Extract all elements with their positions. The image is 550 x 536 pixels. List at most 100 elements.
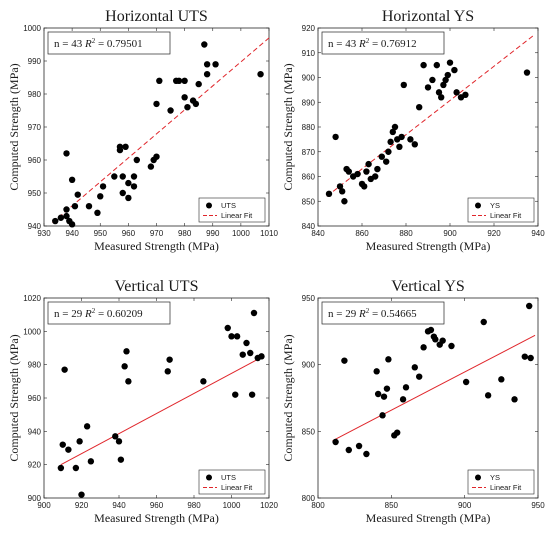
data-point (387, 138, 394, 146)
y-tick-label: 960 (28, 156, 42, 165)
data-point (203, 71, 211, 78)
data-point (119, 189, 126, 197)
y-tick-label: 850 (302, 197, 316, 206)
legend-label-points: YS (490, 473, 500, 482)
chart-panel-3: Vertical UTS 900 920 940 960 980 1000 1020 900 92… (7, 278, 278, 525)
chart-title: Horizontal YS (382, 8, 474, 25)
data-point (63, 212, 70, 220)
linear-fit-line (60, 355, 264, 466)
data-point (385, 356, 392, 363)
y-tick-label: 1020 (23, 294, 41, 303)
legend-label-points: UTS (221, 201, 236, 210)
data-point (374, 165, 381, 173)
data-point (429, 76, 436, 84)
y-tick-label: 960 (28, 394, 42, 403)
y-axis-label: Computed Strength (MPa) (281, 334, 295, 461)
data-point (125, 378, 132, 385)
stats-text: n = 29 R2 = 0.60209 (54, 307, 143, 320)
data-point (444, 71, 451, 79)
data-point (355, 442, 363, 450)
plot-area (43, 297, 270, 499)
data-point (123, 348, 130, 355)
x-tick-label: 850 (385, 501, 399, 510)
data-point (119, 173, 126, 180)
x-tick-label: 900 (458, 501, 472, 510)
x-axis-label: Measured Strength (MPa) (366, 239, 491, 253)
data-point (521, 353, 528, 360)
data-point (63, 150, 70, 157)
y-tick-label: 850 (302, 427, 316, 436)
data-point (451, 66, 458, 74)
data-point (345, 168, 352, 175)
data-point (433, 61, 440, 69)
data-point (181, 77, 188, 85)
legend-label-fit: Linear Fit (490, 483, 522, 492)
data-point (440, 81, 447, 89)
data-point (232, 391, 239, 398)
y-axis-label: Computed Strength (MPa) (7, 334, 21, 461)
data-point (427, 326, 435, 334)
data-point (164, 368, 171, 375)
legend-label-fit: Linear Fit (221, 211, 253, 220)
data-point (341, 198, 348, 205)
data-point (68, 176, 76, 183)
y-tick-label: 880 (302, 123, 316, 132)
data-point (52, 217, 59, 225)
data-point (435, 89, 443, 96)
data-point (484, 392, 492, 399)
stats-r2-value: = 0.79501 (95, 38, 142, 50)
legend-frame (198, 197, 266, 223)
data-point (68, 221, 76, 228)
data-point (365, 160, 372, 168)
data-point (247, 349, 254, 357)
data-point (212, 61, 219, 68)
data-point (400, 81, 407, 89)
y-tick-label: 940 (28, 427, 42, 436)
data-point (345, 446, 352, 454)
data-point (391, 123, 399, 131)
data-point (147, 163, 155, 170)
data-point (57, 214, 65, 221)
data-point (258, 353, 265, 360)
y-tick-label: 860 (302, 173, 316, 182)
data-point (389, 128, 396, 136)
data-point (72, 464, 80, 472)
data-point (332, 133, 339, 141)
stats-box: n = 43 R2 = 0.79501 (47, 31, 171, 55)
data-point (424, 84, 432, 91)
x-tick-label: 970 (150, 229, 164, 238)
x-tick-label: 900 (443, 229, 457, 238)
stats-text: n = 43 R2 = 0.79501 (54, 37, 143, 50)
data-point (373, 368, 380, 375)
x-tick-label: 990 (206, 229, 220, 238)
data-point (83, 423, 91, 430)
data-point (130, 183, 138, 190)
data-point (341, 357, 348, 364)
data-point (480, 318, 487, 326)
stats-n: n = 29 (54, 308, 85, 320)
chart-panel-2: Horizontal YS 840 860 880 900 920 940 840 850 860… (281, 8, 545, 253)
stats-box-frame (321, 301, 445, 325)
data-point (420, 344, 427, 351)
y-tick-label: 890 (302, 98, 316, 107)
legend-marker-points (475, 202, 481, 209)
x-axis-label: Measured Strength (MPa) (94, 511, 219, 525)
data-point (416, 104, 423, 111)
data-point (354, 170, 361, 178)
y-tick-label: 870 (302, 148, 316, 157)
y-tick-label: 840 (302, 222, 316, 231)
data-point (407, 136, 414, 143)
y-tick-label: 980 (28, 90, 42, 99)
data-point (57, 464, 65, 472)
legend-frame (467, 197, 535, 223)
r2-superscript: 2 (92, 37, 96, 45)
legend-frame (198, 469, 266, 495)
data-point (59, 441, 66, 448)
data-point (498, 376, 505, 383)
stats-text: n = 29 R2 = 0.54665 (328, 307, 417, 320)
data-point (224, 324, 231, 332)
data-point (125, 194, 132, 202)
